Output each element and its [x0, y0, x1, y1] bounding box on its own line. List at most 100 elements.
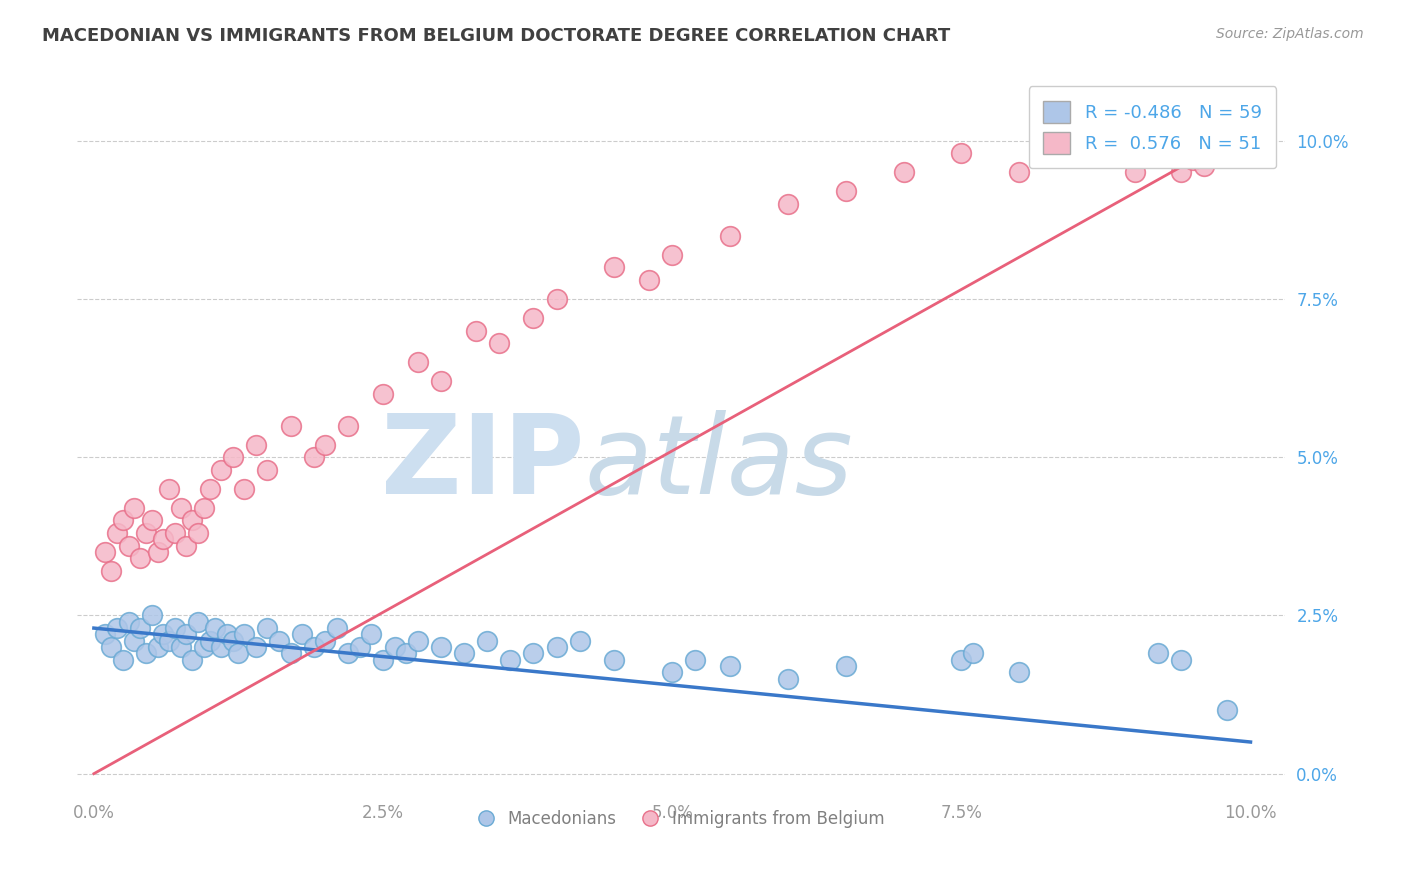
Point — [314, 437, 336, 451]
Point — [267, 633, 290, 648]
Point — [718, 659, 741, 673]
Point — [280, 418, 302, 433]
Point — [384, 640, 406, 654]
Point — [568, 633, 591, 648]
Point — [950, 653, 973, 667]
Point — [893, 165, 915, 179]
Point — [187, 526, 209, 541]
Point — [198, 633, 221, 648]
Point — [228, 647, 250, 661]
Point — [464, 324, 486, 338]
Point — [950, 146, 973, 161]
Point — [546, 640, 568, 654]
Point — [522, 310, 544, 325]
Point — [302, 640, 325, 654]
Point — [209, 463, 232, 477]
Point — [135, 526, 157, 541]
Point — [193, 640, 215, 654]
Point — [157, 482, 180, 496]
Point — [100, 564, 122, 578]
Point — [1216, 134, 1239, 148]
Point — [111, 514, 134, 528]
Point — [349, 640, 371, 654]
Text: ZIP: ZIP — [381, 410, 583, 517]
Point — [430, 374, 453, 388]
Point — [314, 633, 336, 648]
Point — [221, 633, 243, 648]
Point — [187, 615, 209, 629]
Point — [1170, 165, 1192, 179]
Point — [146, 545, 169, 559]
Text: Source: ZipAtlas.com: Source: ZipAtlas.com — [1216, 27, 1364, 41]
Point — [169, 640, 191, 654]
Point — [245, 437, 267, 451]
Point — [337, 647, 360, 661]
Point — [834, 659, 856, 673]
Point — [395, 647, 418, 661]
Point — [181, 514, 204, 528]
Point — [834, 185, 856, 199]
Point — [546, 292, 568, 306]
Point — [685, 653, 707, 667]
Text: atlas: atlas — [583, 410, 853, 517]
Point — [129, 551, 152, 566]
Point — [326, 621, 349, 635]
Point — [1147, 146, 1170, 161]
Point — [124, 633, 146, 648]
Point — [638, 273, 661, 287]
Point — [406, 633, 429, 648]
Point — [360, 627, 382, 641]
Point — [371, 387, 394, 401]
Point — [603, 653, 626, 667]
Point — [141, 608, 163, 623]
Point — [152, 627, 174, 641]
Point — [1008, 165, 1031, 179]
Point — [181, 653, 204, 667]
Point — [117, 539, 139, 553]
Point — [302, 450, 325, 465]
Point — [280, 647, 302, 661]
Point — [776, 672, 799, 686]
Point — [105, 526, 128, 541]
Point — [176, 539, 198, 553]
Point — [1066, 146, 1088, 161]
Point — [157, 633, 180, 648]
Point — [169, 500, 191, 515]
Point — [117, 615, 139, 629]
Point — [221, 450, 243, 465]
Point — [100, 640, 122, 654]
Point — [522, 647, 544, 661]
Legend: Macedonians, Immigrants from Belgium: Macedonians, Immigrants from Belgium — [471, 803, 891, 834]
Point — [661, 665, 683, 680]
Point — [141, 514, 163, 528]
Point — [1170, 653, 1192, 667]
Point — [406, 355, 429, 369]
Point — [371, 653, 394, 667]
Point — [209, 640, 232, 654]
Point — [129, 621, 152, 635]
Point — [430, 640, 453, 654]
Point — [1216, 703, 1239, 717]
Point — [475, 633, 498, 648]
Point — [233, 482, 256, 496]
Point — [198, 482, 221, 496]
Point — [256, 463, 278, 477]
Point — [661, 247, 683, 261]
Point — [163, 526, 186, 541]
Point — [215, 627, 238, 641]
Point — [105, 621, 128, 635]
Point — [204, 621, 226, 635]
Point — [1194, 159, 1216, 173]
Point — [124, 500, 146, 515]
Point — [1181, 153, 1204, 167]
Point — [337, 418, 360, 433]
Point — [233, 627, 256, 641]
Point — [193, 500, 215, 515]
Point — [245, 640, 267, 654]
Point — [176, 627, 198, 641]
Point — [603, 260, 626, 275]
Point — [152, 533, 174, 547]
Point — [94, 627, 117, 641]
Point — [488, 336, 510, 351]
Point — [1123, 165, 1146, 179]
